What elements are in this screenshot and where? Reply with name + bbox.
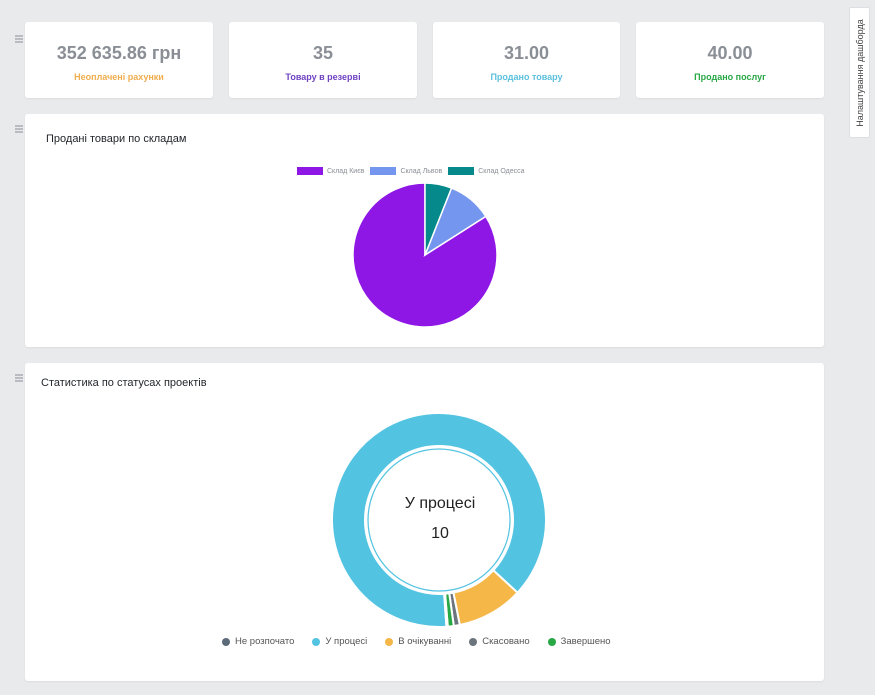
donut-legend-item[interactable]: Не розпочато [222, 636, 294, 647]
stat-value: 31.00 [503, 43, 550, 63]
donut-center-label: У процесі [404, 495, 476, 512]
donut-chart-title: Статистика по статусах проектів [41, 377, 207, 389]
donut-slice-0[interactable] [443, 592, 449, 628]
stat-card-reserved-goods[interactable]: 35 Товару в резерві [229, 22, 417, 98]
pie-legend-item[interactable]: Склад Києв [297, 167, 364, 175]
stat-label: Товару в резерві [285, 72, 361, 82]
dashboard-settings-label: Налаштування дашборда [854, 18, 865, 127]
donut-center-value: 10 [431, 525, 449, 542]
legend-label: Завершено [560, 636, 611, 647]
donut-chart-card: Статистика по статусах проектів У процес… [25, 363, 824, 681]
pie-chart-title: Продані товари по складам [46, 133, 187, 145]
pie-slice-2[interactable] [424, 182, 453, 256]
legend-label: У процесі [325, 636, 368, 647]
pie-chart-card: Продані товари по складам Склад Києв Скла… [25, 114, 824, 347]
legend-dot [469, 637, 478, 646]
drag-handle-icon[interactable] [15, 125, 23, 134]
pie-legend: Склад Києв Склад Львов Склад Одесса [297, 167, 531, 175]
legend-label: Не розпочато [235, 636, 295, 647]
legend-dot [312, 637, 321, 646]
legend-dot [547, 637, 556, 646]
pie-legend-item[interactable]: Склад Одесса [448, 167, 525, 175]
stat-card-sold-goods[interactable]: 31.00 Продано товару [433, 22, 620, 98]
pie-legend-item[interactable]: Склад Львов [370, 167, 442, 175]
stat-label: Продано послуг [694, 72, 766, 82]
stat-card-unpaid-invoices[interactable]: 352 635.86 грн Неоплачені рахунки [25, 22, 213, 98]
pie-chart [352, 182, 498, 328]
stat-value: 35 [312, 43, 334, 63]
dashboard-settings-tab[interactable]: Налаштування дашборда [849, 7, 870, 138]
legend-swatch [370, 167, 397, 175]
stat-card-sold-services[interactable]: 40.00 Продано послуг [636, 22, 824, 98]
donut-inner-ring [367, 448, 511, 592]
drag-handle-icon[interactable] [15, 374, 23, 383]
donut-legend-item[interactable]: Завершено [547, 636, 611, 647]
legend-label: В очікуванні [398, 636, 452, 647]
donut-legend-item[interactable]: В очікуванні [385, 636, 451, 647]
donut-legend-item[interactable]: Скасовано [469, 636, 530, 647]
legend-label: Склад Києв [327, 167, 365, 175]
drag-handle-icon[interactable] [15, 35, 23, 44]
legend-label: Склад Львов [400, 167, 443, 175]
legend-swatch [448, 167, 475, 175]
donut-legend: Не розпочато У процесі В очікуванні Скасова… [222, 636, 629, 647]
legend-label: Склад Одесса [478, 167, 525, 175]
donut-chart [331, 412, 547, 628]
legend-label: Скасовано [482, 636, 530, 647]
stat-value: 352 635.86 грн [56, 43, 182, 63]
legend-dot [222, 637, 230, 646]
stat-label: Неоплачені рахунки [74, 72, 164, 82]
stat-value: 40.00 [707, 43, 753, 63]
legend-swatch [297, 167, 323, 175]
legend-dot [385, 637, 394, 646]
stat-label: Продано товару [490, 72, 563, 82]
donut-slice-1[interactable] [331, 412, 547, 628]
donut-legend-item[interactable]: У процесі [312, 636, 367, 647]
